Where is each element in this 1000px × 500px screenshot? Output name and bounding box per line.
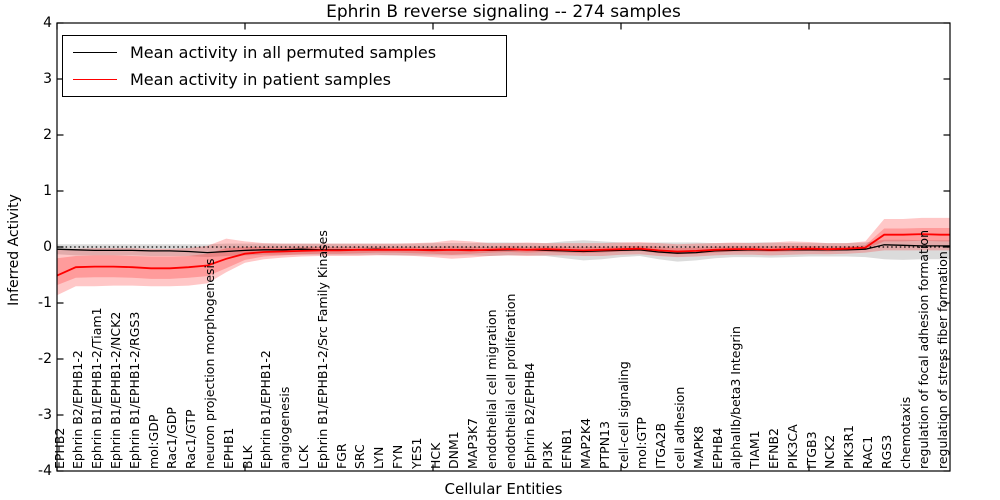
chart-title: Ephrin B reverse signaling -- 274 sample… [326, 2, 681, 22]
legend-line-sample-black [73, 52, 117, 54]
x-tick-label: Ephrin B1/EPHB1-2/Tiam1 [89, 307, 105, 469]
x-tick-label: TIAM1 [747, 430, 763, 469]
x-tick-label: YES1 [408, 437, 424, 469]
x-tick-label: Ephrin B1/EPHB1-2/Src Family Kinases [314, 230, 330, 469]
x-tick-label: Ephrin B1/EPHB1-2/NCK2 [107, 311, 123, 469]
y-tick-label: 0 [43, 239, 52, 255]
y-tick-label: -4 [38, 463, 52, 479]
x-tick-label: SRC [352, 444, 368, 469]
legend-label-patient: Mean activity in patient samples [130, 69, 391, 89]
x-tick-label: endothelial cell migration [483, 309, 499, 469]
x-tick-label: mol:GTP [634, 417, 650, 469]
legend-label-permuted: Mean activity in all permuted samples [130, 43, 437, 63]
x-tick-label: EPHB4 [709, 427, 725, 469]
x-tick-label: chemotaxis [897, 396, 913, 469]
legend-item-patient: Mean activity in patient samples [73, 70, 506, 89]
x-tick-label: EFNB2 [765, 428, 781, 469]
x-tick-label: EPHB2 [51, 427, 67, 469]
x-tick-label: BLK [239, 445, 255, 469]
x-tick-label: LYN [371, 446, 387, 469]
y-tick-label: -3 [38, 407, 52, 423]
x-tick-label: Ephrin B2/EPHB4 [521, 362, 537, 469]
x-tick-label: PIK3R1 [841, 424, 857, 469]
x-tick-label: LCK [295, 445, 311, 469]
legend-line-sample-red [73, 78, 117, 80]
x-tick-label: angiogenesis [277, 386, 293, 469]
x-tick-label: Ephrin B1/EPHB1-2 [258, 350, 274, 469]
x-tick-label: RGS3 [878, 434, 894, 469]
x-tick-label: Ephrin B2/EPHB1-2 [70, 350, 86, 469]
y-tick-label: 1 [43, 183, 52, 199]
x-tick-label: FYN [389, 444, 405, 469]
x-tick-label: EPHB1 [220, 427, 236, 469]
x-tick-label: MAP3K7 [465, 418, 481, 469]
x-tick-label: PIK3CA [784, 424, 800, 469]
x-tick-label: Rac1/GDP [164, 407, 180, 469]
y-tick-label: 2 [43, 127, 52, 143]
x-tick-label: PI3K [540, 441, 556, 469]
x-tick-label: PTPN13 [596, 421, 612, 469]
legend-item-permuted: Mean activity in all permuted samples [73, 43, 506, 62]
y-tick-label: 4 [43, 15, 52, 31]
x-tick-label: alphaIIb/beta3 Integrin [728, 326, 744, 469]
x-tick-label: cell adhesion [671, 386, 687, 469]
x-tick-label: neuron projection morphogenesis [201, 258, 217, 469]
x-tick-label: regulation of stress fiber formation [935, 251, 951, 469]
y-tick-label: 3 [43, 71, 52, 87]
x-tick-label: MAP2K4 [577, 418, 593, 469]
x-tick-label: Rac1/GTP [183, 409, 199, 469]
x-tick-label: ITGB3 [803, 431, 819, 469]
y-tick-label: -1 [38, 295, 52, 311]
x-tick-label: cell-cell signaling [615, 361, 631, 469]
x-axis-title: Cellular Entities [444, 480, 563, 498]
x-tick-label: EFNB1 [559, 428, 575, 469]
x-tick-label: NCK2 [822, 434, 838, 469]
x-tick-label: MAPK8 [690, 425, 706, 469]
legend: Mean activity in all permuted samples Me… [62, 35, 507, 97]
x-tick-label: FGR [333, 443, 349, 469]
x-tick-label: RAC1 [859, 435, 875, 469]
x-tick-label: endothelial cell proliferation [502, 293, 518, 469]
x-tick-label: DNM1 [446, 431, 462, 469]
y-tick-label: -2 [38, 351, 52, 367]
x-tick-label: mol:GDP [145, 414, 161, 469]
x-tick-label: regulation of focal adhesion formation [916, 230, 932, 469]
x-tick-label: HCK [427, 442, 443, 469]
x-tick-label: ITGA2B [653, 422, 669, 469]
x-tick-label: Ephrin B1/EPHB1-2/RGS3 [126, 311, 142, 469]
